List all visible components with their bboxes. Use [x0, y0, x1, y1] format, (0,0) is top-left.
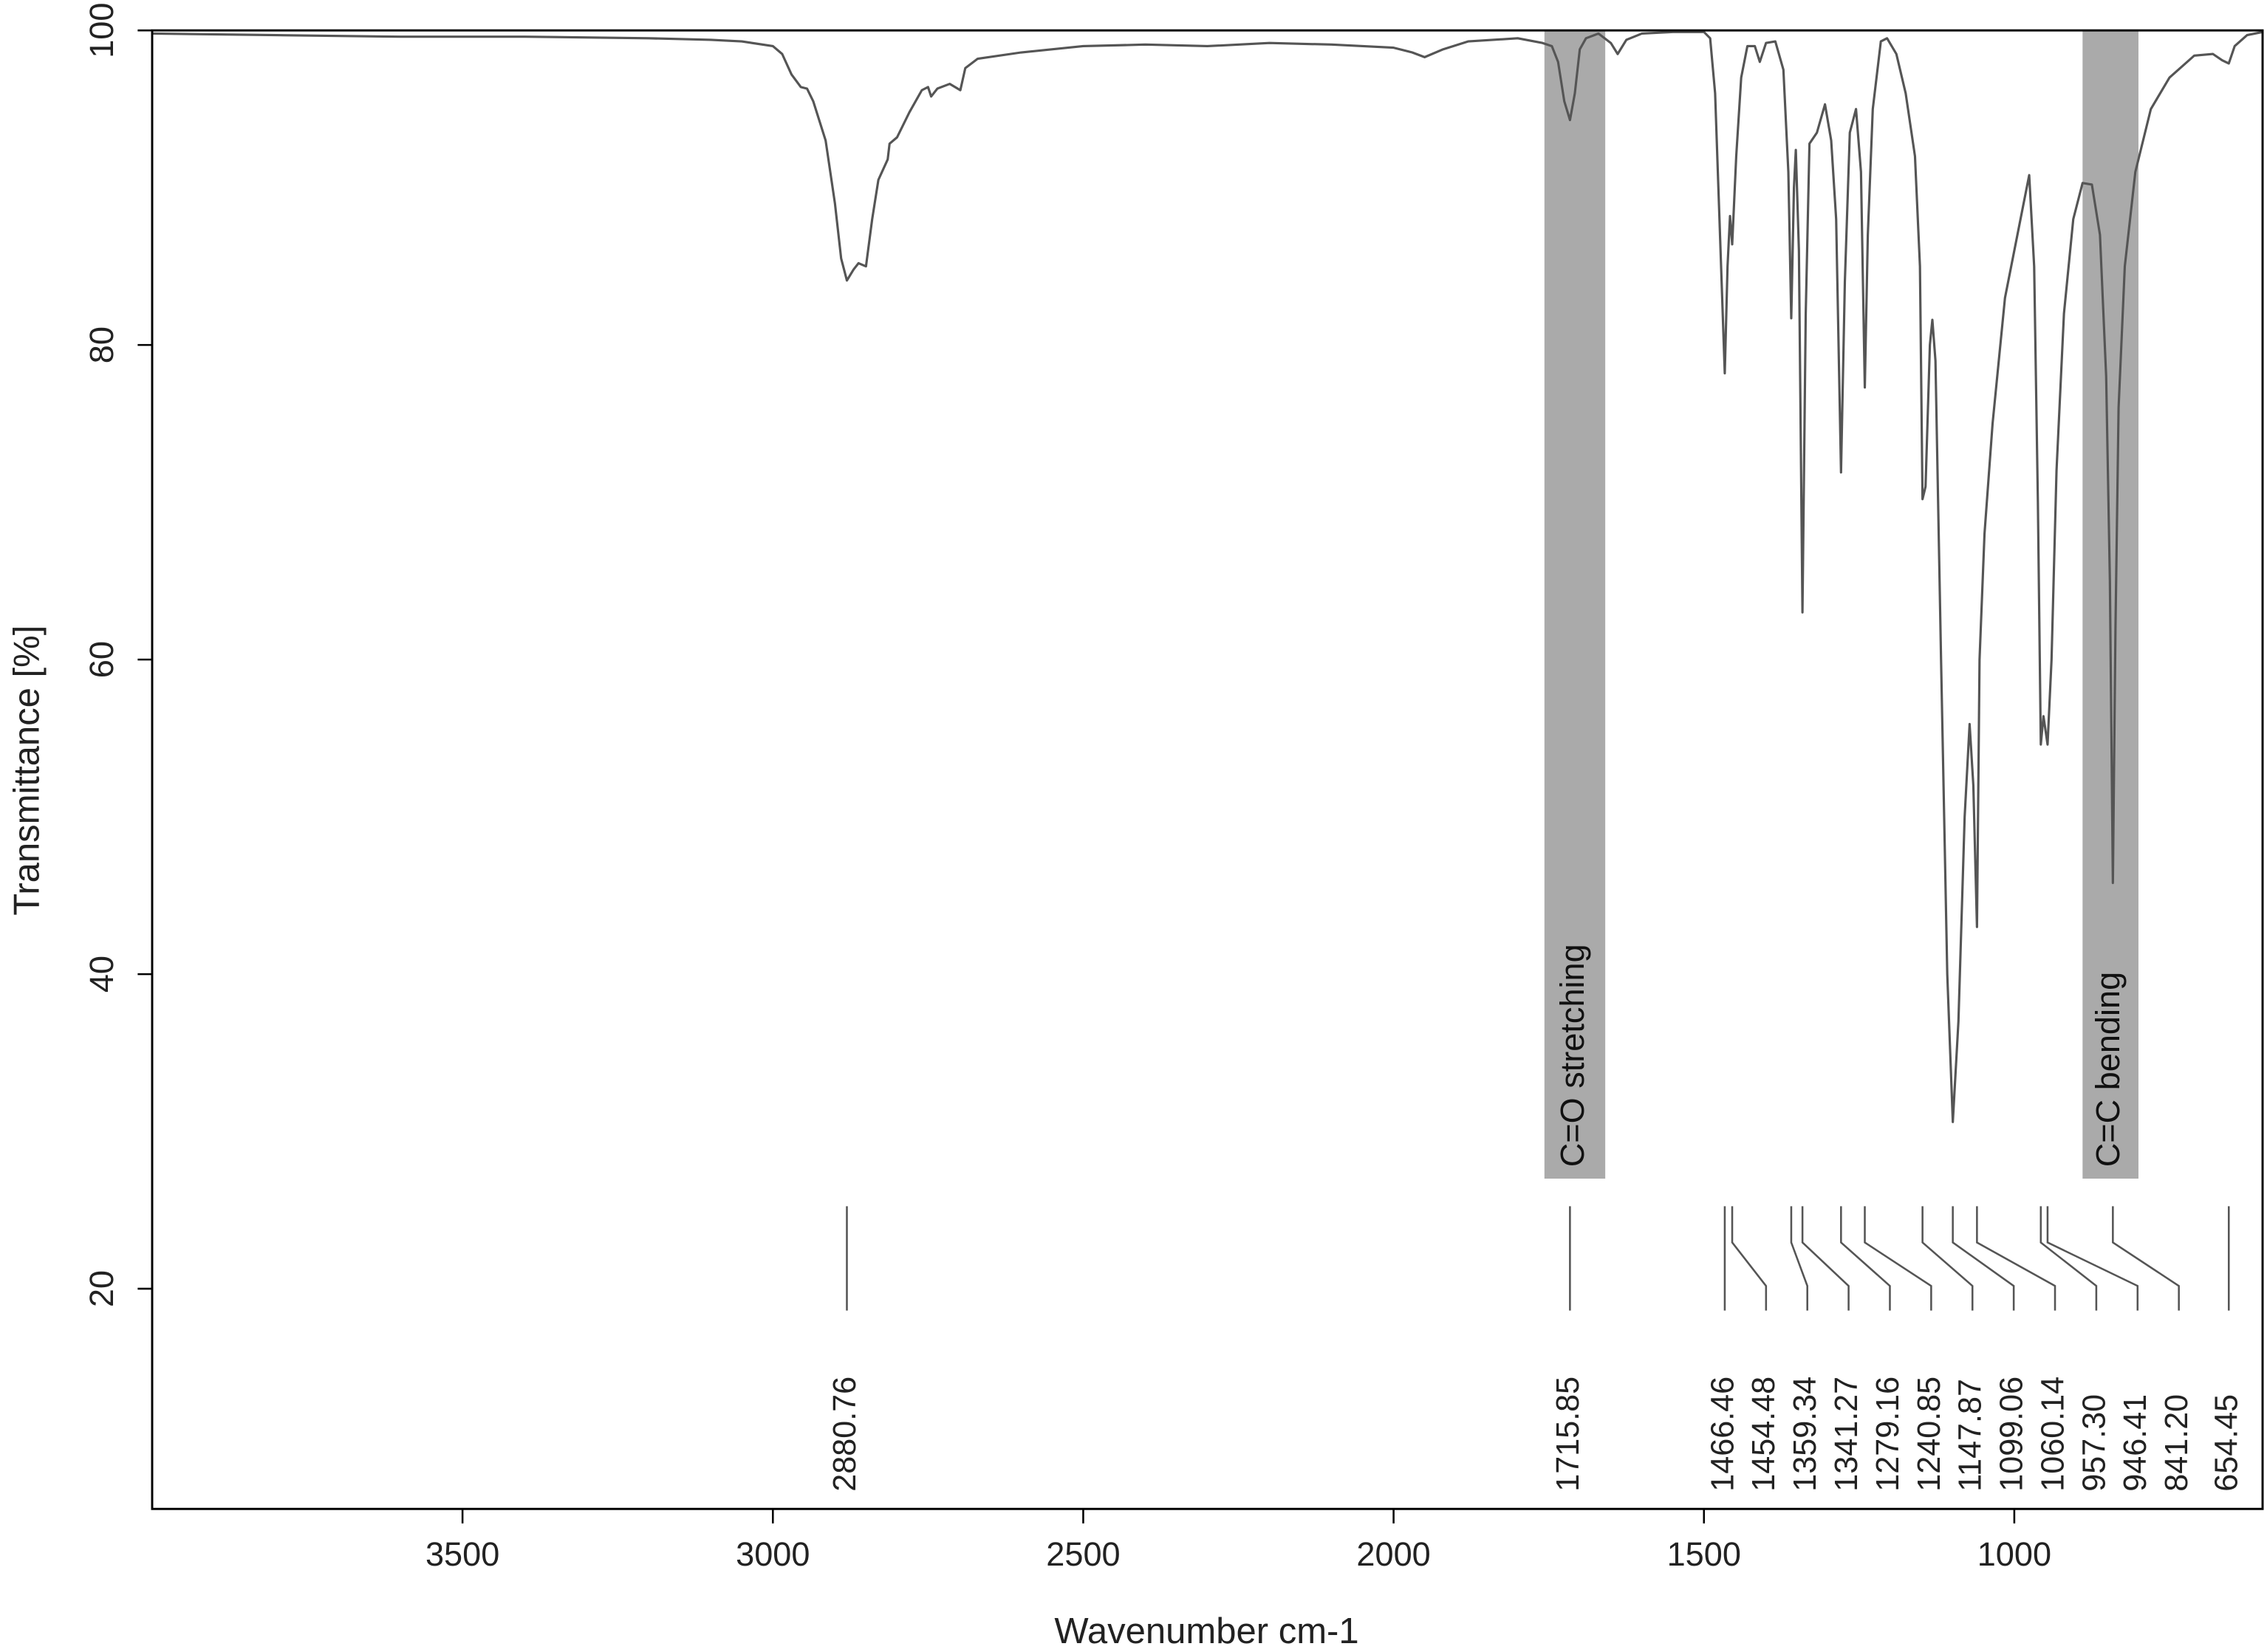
y-axis-title: Transmittance [%]	[7, 626, 47, 916]
peak-label: 1147.87	[1953, 1379, 1989, 1492]
peak-label: 1099.06	[1994, 1377, 2030, 1492]
peak-label: 841.20	[2159, 1394, 2195, 1492]
x-axis-title: Wavenumber cm-1	[1054, 1611, 1358, 1651]
peak-label: 1359.34	[1788, 1377, 1823, 1492]
peak-leader	[1801, 1206, 1850, 1311]
peak-label: 1060.14	[2035, 1377, 2071, 1492]
peak-label: 654.45	[2209, 1394, 2245, 1492]
peak-label: 2880.76	[827, 1377, 863, 1492]
y-tick-label: 40	[83, 956, 120, 993]
peak-label: 946.41	[2118, 1394, 2153, 1492]
peak-label: 1341.27	[1829, 1377, 1864, 1492]
x-tick-label: 3000	[736, 1535, 810, 1573]
peak-leader	[1731, 1206, 1768, 1311]
y-tick-label: 80	[83, 326, 120, 363]
peak-leader	[1976, 1206, 2056, 1311]
peak-leader	[1952, 1206, 2015, 1311]
y-tick-label: 100	[83, 3, 120, 58]
peak-label: 1454.48	[1746, 1377, 1782, 1492]
peak-label: 1279.16	[1870, 1377, 1906, 1492]
peak-leader	[2112, 1206, 2180, 1311]
y-tick-label: 20	[83, 1270, 120, 1307]
peak-leader	[1921, 1206, 1974, 1311]
peak-label: 1240.85	[1912, 1377, 1947, 1492]
band-label: C=C bending	[2089, 972, 2127, 1168]
peak-label: 1466.46	[1705, 1377, 1740, 1492]
peak-label: 1715.85	[1550, 1377, 1586, 1492]
plot-frame	[151, 29, 2264, 1510]
y-tick-label: 60	[83, 641, 120, 678]
peak-leader	[1840, 1206, 1891, 1311]
peak-leader	[2039, 1206, 2098, 1311]
x-tick-label: 1500	[1667, 1535, 1741, 1573]
peak-leader	[1864, 1206, 1932, 1311]
x-tick-label: 2500	[1046, 1535, 1120, 1573]
spectrum-line	[151, 30, 2263, 1123]
x-tick-label: 2000	[1356, 1535, 1430, 1573]
x-tick-label: 1000	[1977, 1535, 2051, 1573]
band-label: C=O stretching	[1553, 944, 1591, 1167]
peak-leader	[2046, 1206, 2139, 1311]
peak-label: 957.30	[2076, 1394, 2112, 1492]
band	[1544, 30, 1606, 1179]
peak-leader	[1790, 1206, 1808, 1311]
x-tick-label: 3500	[425, 1535, 499, 1573]
